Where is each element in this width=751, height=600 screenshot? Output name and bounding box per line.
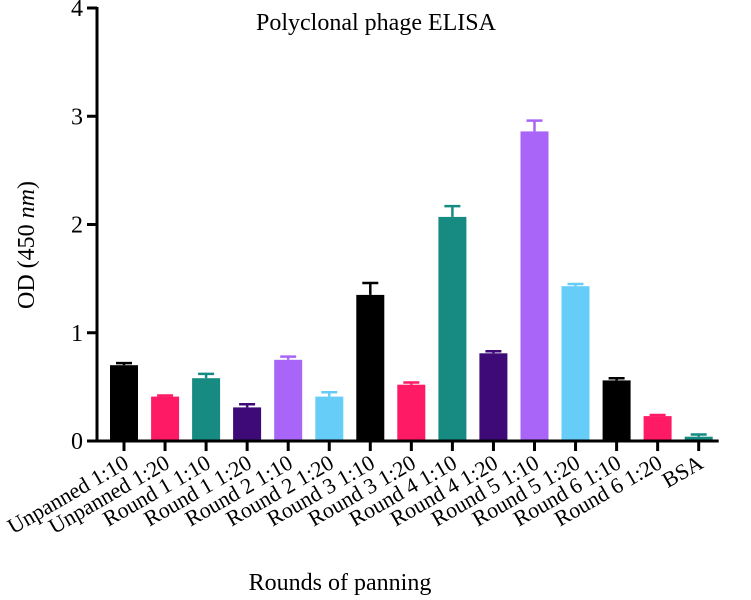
bar-1 [110, 365, 138, 441]
y-tick-label-0: 0 [71, 429, 83, 455]
bar-11 [520, 131, 549, 441]
y-axis-title-main: OD (450 [14, 218, 40, 309]
bar-6 [315, 396, 344, 441]
bar-14 [643, 416, 672, 441]
x-tick-label-15: BSA [658, 450, 708, 493]
bar-13 [602, 380, 631, 441]
bar-15 [684, 436, 713, 441]
bar-12 [561, 286, 590, 441]
error-bars-group [116, 119, 707, 437]
bar-5 [274, 359, 303, 441]
y-axis-title: OD (450 nm) [14, 181, 40, 309]
bar-4 [233, 407, 262, 441]
chart-title: Polyclonal phage ELISA [256, 10, 497, 36]
axes-group [95, 7, 719, 443]
y-tick-label-3: 3 [71, 104, 83, 130]
bar-8 [397, 384, 426, 441]
bar-10 [479, 353, 508, 441]
y-tick-label-4: 4 [71, 0, 83, 22]
y-tick-label-2: 2 [71, 213, 83, 239]
y-axis-title-close: ) [14, 181, 40, 189]
bar-3 [192, 378, 221, 441]
x-axis-title: Rounds of panning [249, 570, 432, 596]
y-axis-title-unit: nm [14, 189, 40, 218]
bar-7 [356, 294, 385, 441]
bar-2 [151, 396, 180, 441]
bar-9 [438, 216, 467, 441]
y-tick-label-1: 1 [71, 321, 83, 347]
y-ticks-group: 0 1 2 3 4 [71, 0, 97, 455]
bars-group [110, 131, 713, 441]
